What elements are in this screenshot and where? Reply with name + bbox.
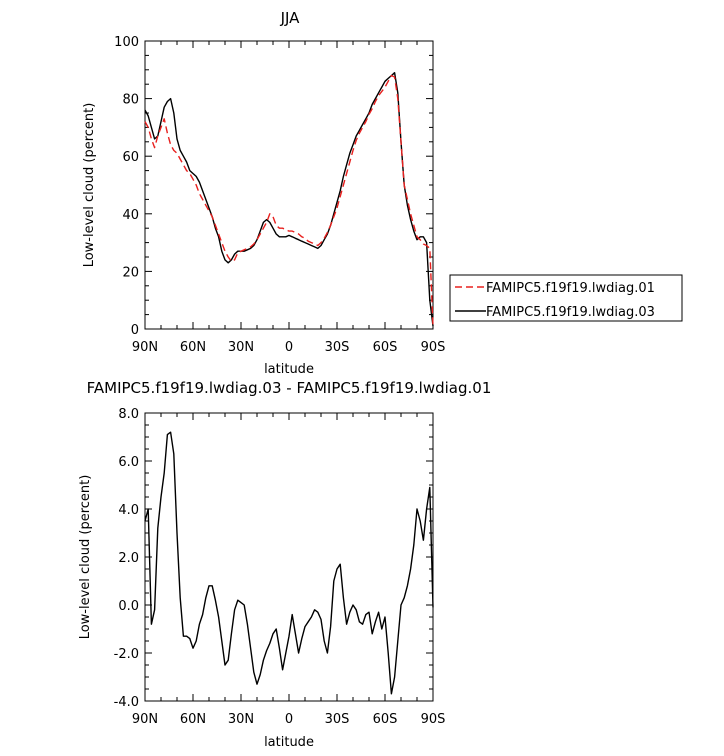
y-axis-label: Low-level cloud (percent)	[82, 103, 97, 268]
plot-frame	[144, 412, 434, 702]
x-tick-label: 30S	[325, 712, 350, 727]
x-tick-label: 0	[285, 340, 293, 355]
difference-panel: FAMIPC5.f19f19.lwdiag.03 - FAMIPC5.f19f1…	[78, 379, 491, 750]
series-line-1	[144, 71, 434, 327]
y-tick-label: 6.0	[118, 455, 139, 470]
x-tick-label: 90N	[132, 712, 158, 727]
legend-entry-series-2: FAMIPC5.f19f19.lwdiag.03	[486, 305, 655, 320]
x-tick-label: 30N	[228, 340, 254, 355]
x-axis-label: latitude	[264, 362, 314, 377]
x-tick-label: 90S	[421, 340, 446, 355]
series-line-1	[144, 431, 434, 695]
chart-title: FAMIPC5.f19f19.lwdiag.03 - FAMIPC5.f19f1…	[87, 379, 492, 397]
y-tick-label: 80	[122, 93, 139, 108]
y-tick-label: 0	[131, 323, 139, 338]
legend: FAMIPC5.f19f19.lwdiag.01 FAMIPC5.f19f19.…	[449, 274, 683, 322]
x-tick-label: 0	[285, 712, 293, 727]
y-tick-label: 20	[122, 265, 139, 280]
series-line-2	[144, 74, 434, 327]
y-tick-label: 60	[122, 150, 139, 165]
y-tick-label: 8.0	[118, 407, 139, 422]
y-tick-label: 0.0	[118, 599, 139, 614]
chart-title: JJA	[280, 9, 301, 27]
y-tick-label: 100	[114, 35, 139, 50]
plot-frame	[144, 40, 434, 330]
x-tick-label: 60S	[373, 712, 398, 727]
x-tick-label: 60N	[180, 340, 206, 355]
y-axis-label: Low-level cloud (percent)	[78, 475, 93, 640]
x-tick-label: 30N	[228, 712, 254, 727]
x-tick-label: 60S	[373, 340, 398, 355]
x-tick-label: 60N	[180, 712, 206, 727]
x-tick-label: 30S	[325, 340, 350, 355]
x-tick-label: 90N	[132, 340, 158, 355]
y-tick-label: -2.0	[114, 647, 139, 662]
mean-panel: JJA 0 20 40 60 80 100 90N 60N 30N 0 30S 60S 90S lat…	[82, 9, 683, 377]
y-tick-label: 40	[122, 208, 139, 223]
x-tick-label: 90S	[421, 712, 446, 727]
x-axis-label: latitude	[264, 735, 314, 750]
y-tick-label: 2.0	[118, 551, 139, 566]
y-tick-label: -4.0	[114, 695, 139, 710]
legend-entry-series-1: FAMIPC5.f19f19.lwdiag.01	[486, 281, 655, 296]
y-tick-label: 4.0	[118, 503, 139, 518]
legend-box	[449, 274, 683, 322]
